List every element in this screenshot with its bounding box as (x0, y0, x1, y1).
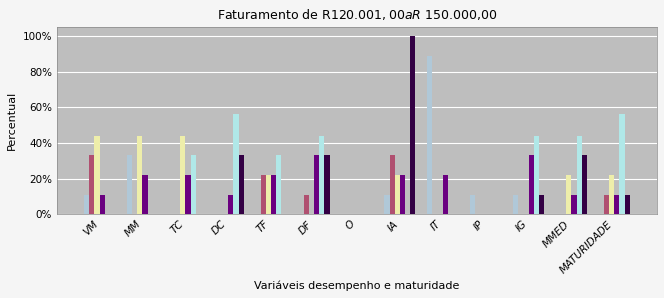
Bar (384, 195, 390, 214)
Bar (319, 136, 324, 214)
Bar (314, 155, 319, 214)
Bar (84, 195, 89, 214)
Bar (276, 155, 282, 214)
Bar (266, 175, 271, 214)
Bar (470, 195, 475, 214)
Bar (143, 175, 147, 214)
Bar (604, 195, 609, 214)
Bar (137, 136, 143, 214)
Bar (394, 175, 400, 214)
Bar (303, 195, 309, 214)
Bar (127, 155, 132, 214)
Bar (513, 195, 518, 214)
Title: Faturamento de R$120.001,00 a R$ 150.000,00: Faturamento de R$120.001,00 a R$ 150.000… (217, 7, 497, 22)
Bar (185, 175, 191, 214)
Bar (566, 175, 572, 214)
Bar (529, 155, 534, 214)
Bar (576, 136, 582, 214)
Bar (539, 195, 544, 214)
Bar (620, 114, 625, 214)
Bar (324, 155, 329, 214)
Bar (271, 175, 276, 214)
Bar (191, 155, 196, 214)
Bar (180, 136, 185, 214)
Bar (582, 155, 587, 214)
Bar (625, 195, 629, 214)
Bar (261, 175, 266, 214)
Bar (614, 195, 620, 214)
Bar (410, 36, 415, 214)
X-axis label: Variáveis desempenho e maturidade: Variáveis desempenho e maturidade (254, 280, 459, 291)
Bar (390, 155, 394, 214)
Bar (100, 195, 105, 214)
Bar (234, 114, 238, 214)
Bar (89, 155, 94, 214)
Y-axis label: Percentual: Percentual (7, 91, 17, 150)
Bar (228, 195, 234, 214)
Bar (609, 175, 614, 214)
Bar (534, 136, 539, 214)
Bar (572, 195, 576, 214)
Bar (443, 175, 448, 214)
Bar (94, 136, 100, 214)
Bar (400, 175, 405, 214)
Bar (428, 56, 432, 214)
Bar (238, 155, 244, 214)
